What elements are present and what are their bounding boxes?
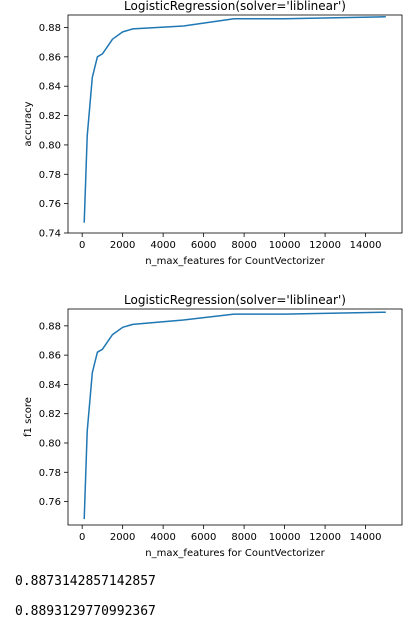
x-axis-label: n_max_features for CountVectorizer (145, 548, 325, 559)
y-tick-label: 0.74 (39, 229, 61, 240)
y-tick-label: 0.84 (39, 82, 61, 93)
x-tick-label: 14000 (350, 240, 382, 251)
chart-1: LogisticRegression(solver='liblinear') 0 2… (23, 0, 403, 267)
x-axis-label: n_max_features for CountVectorizer (145, 256, 325, 267)
y-tick-label: 0.78 (39, 170, 61, 181)
x-tick-label: 12000 (309, 240, 341, 251)
x-tick-label: 8000 (231, 532, 256, 543)
y-axis-label: f1 score (23, 397, 34, 437)
axes-frame (67, 14, 403, 234)
chart-2: LogisticRegression(solver='liblinear') 0 2… (23, 293, 403, 559)
y-axis-label: accuracy (23, 101, 34, 146)
x-tick-label: 2000 (110, 240, 135, 251)
y-tick-label: 0.88 (39, 321, 61, 332)
y-tick-label: 0.82 (39, 111, 61, 122)
y-tick-label: 0.80 (39, 438, 61, 449)
y-tick-label: 0.80 (39, 140, 61, 151)
x-tick-label: 4000 (150, 532, 175, 543)
x-tick-label: 12000 (309, 532, 341, 543)
y-tick-label: 0.76 (39, 199, 61, 210)
x-tick-label: 10000 (269, 532, 301, 543)
x-tick-label: 8000 (231, 240, 256, 251)
x-tick-label: 0 (79, 240, 85, 251)
chart-title: LogisticRegression(solver='liblinear') (124, 293, 346, 307)
x-tick-label: 4000 (150, 240, 175, 251)
accuracy-output: 0.8873142857142857 (15, 574, 156, 589)
chart-title: LogisticRegression(solver='liblinear') (124, 0, 346, 13)
series-line (83, 16, 386, 223)
y-tick-label: 0.84 (39, 380, 61, 391)
x-tick-label: 6000 (191, 532, 216, 543)
y-tick-label: 0.82 (39, 409, 61, 420)
series-line (83, 311, 386, 520)
x-tick-label: 0 (79, 532, 85, 543)
x-tick-label: 6000 (191, 240, 216, 251)
y-tick-label: 0.88 (39, 23, 61, 34)
y-tick-label: 0.86 (39, 52, 61, 63)
cell-outputs: 0.8873142857142857 0.8893129770992367 (15, 572, 156, 632)
x-tick-label: 10000 (269, 240, 301, 251)
x-tick-label: 2000 (110, 532, 135, 543)
f1-output: 0.8893129770992367 (15, 604, 156, 619)
x-tick-label: 14000 (350, 532, 382, 543)
figure: LogisticRegression(solver='liblinear') 0 2… (23, 0, 403, 559)
y-tick-label: 0.86 (39, 351, 61, 362)
axes-frame (67, 308, 403, 526)
y-tick-label: 0.78 (39, 468, 61, 479)
y-tick-label: 0.76 (39, 497, 61, 508)
